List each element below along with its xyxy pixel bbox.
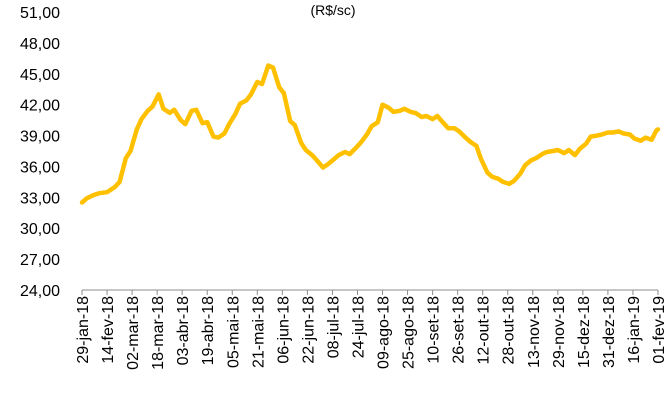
x-tick-label: 15-dez-18 (576, 296, 593, 368)
y-tick-label: 48,00 (20, 36, 60, 53)
x-tick-label: 12-out-18 (476, 296, 493, 365)
x-tick-label: 18-mar-18 (150, 296, 167, 370)
y-tick-label: 42,00 (20, 98, 60, 115)
x-tick-label: 01-fev-19 (651, 296, 666, 364)
x-tick-label: 14-fev-18 (100, 296, 117, 364)
x-tick-label: 22-jun-18 (300, 296, 317, 364)
y-tick-label: 33,00 (20, 190, 60, 207)
x-tick-label: 19-abr-18 (200, 296, 217, 365)
y-axis-labels: 24,00 27,00 30,00 33,00 36,00 39,00 42,00 45,00… (20, 5, 60, 300)
y-tick-label: 27,00 (20, 252, 60, 269)
y-tick-label: 45,00 (20, 67, 60, 84)
y-tick-label: 39,00 (20, 129, 60, 146)
x-axis-labels: 29-jan-18 14-fev-18 02-mar-18 18-mar-18 03-a… (75, 296, 666, 370)
x-tick-label: 16-jan-19 (626, 296, 643, 364)
x-tick-label: 08-jul-18 (325, 296, 342, 358)
series-line (79, 63, 661, 205)
y-tick-label: 24,00 (20, 283, 60, 300)
x-tick-label: 29-nov-18 (551, 296, 568, 368)
x-tick-label: 05-mai-18 (225, 296, 242, 368)
x-tick-label: 03-abr-18 (175, 296, 192, 365)
x-tick-label: 02-mar-18 (125, 296, 142, 370)
x-axis-ticks (81, 290, 659, 295)
x-tick-label: 31-dez-18 (601, 296, 618, 368)
x-tick-label: 29-jan-18 (75, 296, 92, 364)
x-tick-label: 09-ago-18 (376, 296, 393, 369)
x-tick-label: 28-out-18 (501, 296, 518, 365)
x-tick-label: 25-ago-18 (401, 296, 418, 369)
y-tick-label: 30,00 (20, 221, 60, 238)
x-tick-label: 21-mai-18 (250, 296, 267, 368)
chart-subtitle: (R$/sc) (310, 2, 355, 18)
x-tick-label: 26-set-18 (451, 296, 468, 364)
x-tick-label: 24-jul-18 (350, 296, 367, 358)
x-tick-label: 10-set-18 (426, 296, 443, 364)
x-tick-label: 13-nov-18 (526, 296, 543, 368)
x-tick-label: 06-jun-18 (275, 296, 292, 364)
y-tick-label: 36,00 (20, 159, 60, 176)
y-tick-label: 51,00 (20, 5, 60, 22)
